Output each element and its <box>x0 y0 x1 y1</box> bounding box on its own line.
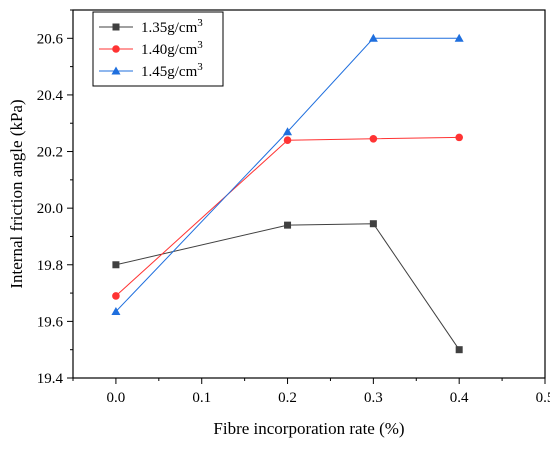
legend-marker <box>112 23 120 31</box>
data-point <box>455 133 463 142</box>
series-1 <box>112 220 463 354</box>
plot-frame <box>72 9 546 379</box>
x-tick-label: 0.4 <box>450 390 469 406</box>
legend-label: 1.45g/cm3 <box>141 61 203 80</box>
x-axis-title: Fibre incorporation rate (%) <box>213 419 404 438</box>
y-axis-title: Internal friction angle (kPa) <box>7 99 26 288</box>
legend-item: 1.40g/cm3 <box>99 39 203 58</box>
y-tick-label: 20.4 <box>37 88 64 104</box>
legend-item: 1.45g/cm3 <box>99 61 203 80</box>
data-point <box>454 33 464 42</box>
x-tick-label: 0.3 <box>364 390 383 406</box>
y-tick-label: 19.4 <box>37 371 64 387</box>
series-line <box>115 223 460 350</box>
y-tick-label: 19.8 <box>37 258 63 274</box>
series-3 <box>111 33 464 315</box>
y-tick-label: 19.6 <box>37 314 64 330</box>
x-tick-label: 0.0 <box>107 390 126 406</box>
series-line <box>115 136 460 297</box>
legend-item: 1.35g/cm3 <box>99 17 203 36</box>
y-tick-label: 20.2 <box>37 145 63 161</box>
series-2 <box>112 133 463 300</box>
x-tick-label: 0.2 <box>278 390 297 406</box>
data-point <box>284 221 292 229</box>
series-line <box>115 37 460 312</box>
y-tick-label: 20.0 <box>37 201 63 217</box>
data-point <box>369 220 377 228</box>
data-point <box>283 136 292 145</box>
y-tick-label: 20.6 <box>37 31 64 47</box>
legend-marker <box>112 45 120 53</box>
legend: 1.35g/cm3 1.40g/cm3 1.45g/cm3 <box>92 11 224 87</box>
series-layer <box>111 33 464 354</box>
legend-marker <box>111 66 121 75</box>
data-point <box>455 346 463 354</box>
data-point <box>283 127 293 136</box>
x-tick-label: 0.1 <box>192 390 211 406</box>
data-point <box>368 33 378 42</box>
data-point <box>112 261 120 269</box>
data-point <box>369 135 378 143</box>
data-point <box>112 292 120 300</box>
legend-label: 1.35g/cm3 <box>141 17 203 36</box>
x-tick-label: 0.5 <box>536 390 550 406</box>
legend-label: 1.40g/cm3 <box>141 39 203 58</box>
data-point <box>111 306 121 315</box>
plot-area: 0.0 0.1 0.2 0.3 0.4 0.5 19.4 19.6 19.8 20.0 20.2 20… <box>37 9 550 406</box>
